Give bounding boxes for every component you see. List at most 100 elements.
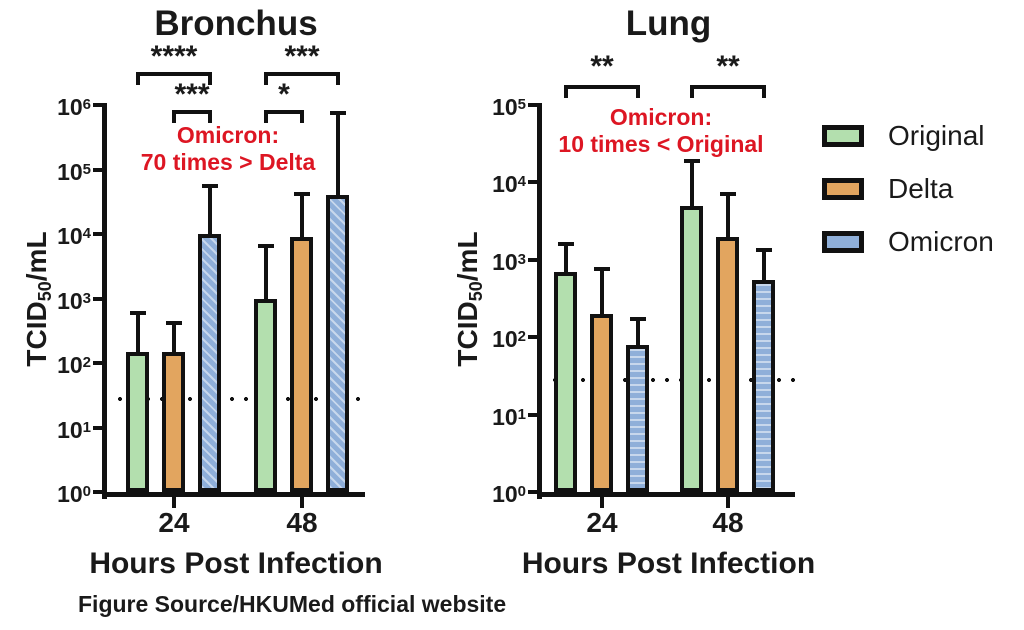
- bar-original-24: [126, 352, 149, 492]
- bar-delta-24: [162, 352, 185, 492]
- y-tick-label: 105: [57, 159, 91, 185]
- significance-stars: ****: [150, 40, 198, 73]
- x-tick-label: 24: [586, 507, 618, 538]
- error-bar-delta-24: [600, 269, 604, 318]
- y-axis-tick: [528, 335, 537, 339]
- significance-stars: ***: [174, 78, 210, 111]
- y-axis-tick: [93, 361, 102, 365]
- bar-omicron-48: [326, 195, 349, 492]
- error-bar-original-48: [264, 246, 268, 303]
- x-axis-line: [102, 492, 365, 497]
- annotation-text: Omicron: 10 times < Original: [501, 104, 821, 158]
- y-tick-label: 101: [492, 404, 526, 430]
- y-tick-label: 104: [492, 171, 526, 197]
- bar-omicron-24: [626, 345, 649, 492]
- legend-item-original: Original: [822, 120, 984, 152]
- y-tick-label: 103: [57, 288, 91, 314]
- significance-bracket: [172, 110, 212, 123]
- error-bar-omicron-48: [762, 250, 766, 284]
- significance-bracket: [690, 85, 766, 98]
- y-axis-tick: [528, 103, 537, 107]
- error-bar-original-24: [564, 244, 568, 276]
- bar-delta-24: [590, 314, 613, 492]
- significance-stars: **: [716, 50, 740, 83]
- y-tick-label: 102: [57, 352, 91, 378]
- legend-item-omicron: Omicron: [822, 226, 994, 258]
- annotation-line: Omicron:: [176, 122, 280, 148]
- bronchus-chart-title: Bronchus: [154, 4, 318, 43]
- annotation-line: 70 times > Delta: [140, 149, 316, 175]
- figure-source-caption: Figure Source/HKUMed official website: [78, 591, 507, 617]
- legend: Original Delta Omicron: [822, 0, 1022, 280]
- significance-stars: ***: [284, 40, 320, 73]
- significance-bracket: [264, 110, 304, 123]
- x-axis-tick: [600, 497, 604, 508]
- y-axis-tick: [93, 232, 102, 236]
- bar-omicron-48: [752, 280, 775, 492]
- error-bar-omicron-24: [208, 186, 212, 238]
- y-tick-label: 102: [492, 326, 526, 352]
- error-bar-delta-24: [172, 323, 176, 356]
- annotation-line: Omicron:: [609, 104, 713, 130]
- annotation-text: Omicron: 70 times > Delta: [68, 122, 388, 176]
- y-tick-label: 104: [57, 223, 91, 249]
- significance-stars: **: [590, 50, 614, 83]
- bar-original-48: [254, 299, 277, 492]
- error-bar-original-24: [136, 313, 140, 356]
- y-axis-title: TCID50/mL: [452, 231, 486, 367]
- y-tick-label: 105: [492, 94, 526, 120]
- x-tick-label: 48: [286, 507, 318, 538]
- legend-label: Omicron: [888, 226, 994, 257]
- x-axis-title: Hours Post Infection: [521, 547, 816, 580]
- annotation-line: 10 times < Original: [558, 131, 764, 157]
- bar-omicron-24: [198, 234, 221, 492]
- x-tick-label: 24: [158, 507, 190, 538]
- bar-delta-48: [290, 237, 313, 492]
- y-tick-label: 103: [492, 249, 526, 275]
- detection-limit-line: [548, 378, 795, 382]
- significance-bracket: [564, 85, 640, 98]
- legend-label: Original: [888, 120, 985, 151]
- original-swatch-icon: [822, 125, 864, 147]
- significance-bracket: [264, 72, 340, 85]
- x-axis-tick: [172, 497, 176, 508]
- significance-stars: *: [278, 78, 290, 111]
- detection-limit-line: [113, 397, 365, 401]
- legend-label: Delta: [888, 173, 954, 204]
- y-axis-line: [102, 103, 107, 499]
- x-axis-title: Hours Post Infection: [89, 547, 383, 580]
- x-axis-line: [537, 492, 795, 497]
- omicron-swatch-icon: [822, 231, 864, 253]
- delta-swatch-icon: [822, 178, 864, 200]
- error-bar-original-48: [690, 161, 694, 210]
- y-tick-label: 100: [57, 481, 91, 507]
- y-axis-tick: [528, 180, 537, 184]
- x-axis-tick: [726, 497, 730, 508]
- y-axis-tick: [93, 490, 102, 494]
- error-bar-omicron-24: [636, 319, 640, 349]
- y-tick-label: 101: [57, 417, 91, 443]
- y-tick-label: 106: [57, 94, 91, 120]
- y-axis-tick: [93, 426, 102, 430]
- y-axis-tick: [528, 490, 537, 494]
- legend-item-delta: Delta: [822, 173, 953, 205]
- y-axis-tick: [93, 297, 102, 301]
- y-axis-tick: [528, 258, 537, 262]
- error-bar-delta-48: [300, 194, 304, 241]
- y-axis-line: [537, 103, 542, 499]
- error-bar-delta-48: [726, 194, 730, 241]
- lung-chart-title: Lung: [625, 4, 712, 43]
- significance-bracket: [136, 72, 212, 85]
- bar-original-48: [680, 206, 703, 492]
- y-axis-tick: [93, 103, 102, 107]
- x-tick-label: 48: [712, 507, 744, 538]
- y-axis-tick: [93, 168, 102, 172]
- y-axis-tick: [528, 413, 537, 417]
- bar-original-24: [554, 272, 577, 492]
- error-bar-omicron-48: [336, 113, 340, 199]
- bar-delta-48: [716, 237, 739, 492]
- y-tick-label: 100: [492, 481, 526, 507]
